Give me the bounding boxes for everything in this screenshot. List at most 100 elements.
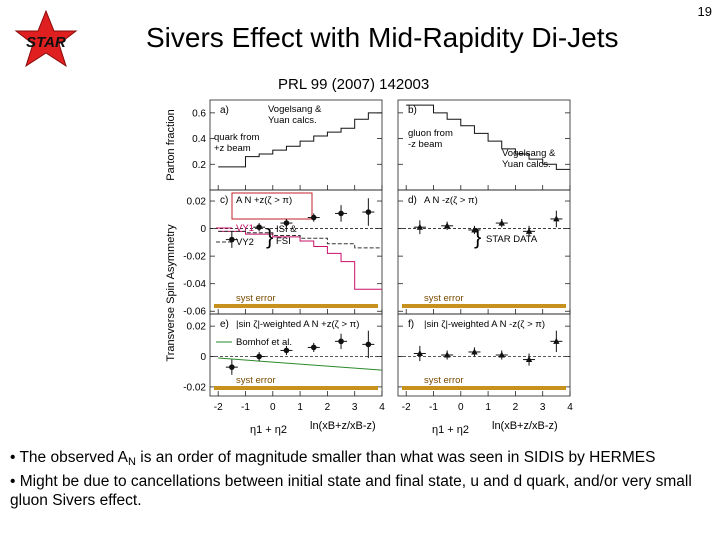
panel-frame-r2p0	[209, 313, 383, 397]
panel-letter-r1p1: d)	[408, 195, 417, 206]
y-tick-label-r2p0-2: -0.02	[183, 382, 206, 393]
star-logo-text: STAR	[26, 34, 66, 51]
y-axis-label-spin-asymmetry: Transverse Spin Asymmetry	[165, 224, 177, 362]
y-tick-label-r1p0-2: -0.02	[183, 252, 206, 263]
data-point-r1p1-1	[443, 222, 451, 229]
x-tick-label-r2p1-1: -1	[429, 402, 438, 413]
beam-note-r0p0-1: +z beam	[214, 143, 251, 154]
vy2-legend-label-r1p0: VY2	[236, 237, 254, 248]
beam-note-r0p1-1: -z beam	[408, 139, 442, 150]
y-tick-label-r2p0-0: 0.02	[187, 322, 207, 333]
y-tick-label-r0p0-0: 0.6	[192, 108, 206, 119]
beam-note-r0p0-0: quark from	[214, 132, 259, 143]
star-logo: STAR	[14, 10, 78, 68]
data-point-r1p0-4	[338, 210, 344, 217]
x-tick-label-r2p0-2: 0	[270, 402, 276, 413]
panel-letter-r0p1: b)	[408, 105, 417, 116]
data-point-r2p0-4	[338, 338, 344, 345]
bomhof-curve-r2p0	[218, 357, 383, 371]
data-point-r2p1-1	[443, 351, 451, 358]
syst-error-label-r2p0: syst error	[236, 375, 276, 386]
syst-error-label-r1p1: syst error	[424, 293, 464, 304]
data-point-r1p0-3	[310, 214, 317, 221]
data-point-r1p1-5	[553, 215, 560, 222]
x-tick-label-r2p0-0: -2	[214, 402, 223, 413]
legend-brace-r1p1: }	[474, 224, 481, 249]
citation: PRL 99 (2007) 142003	[278, 76, 430, 93]
x-tick-label-r2p1-3: 1	[485, 402, 491, 413]
y-tick-label-r2p0-1: 0	[200, 352, 206, 363]
bullet-2: • Might be due to cancellations between …	[10, 473, 692, 509]
x-axis-label-right-panel-ln: ln(xB+z/xB-z)	[492, 420, 558, 432]
asym-label-box-r1p0	[231, 192, 313, 220]
y-tick-label-r0p0-2: 0.2	[192, 160, 206, 171]
data-point-r1p1-4	[525, 227, 533, 234]
y-tick-label-r1p0-3: -0.04	[183, 279, 206, 290]
syst-error-band-r1p0	[214, 304, 378, 308]
asym-label-r1p1: A N -z(ζ > π)	[424, 195, 478, 206]
slide-title: Sivers Effect with Mid-Rapidity Di-Jets	[146, 22, 619, 53]
panel-letter-r2p1: f)	[408, 319, 414, 330]
data-point-r2p1-5	[553, 337, 560, 344]
legend-note-r1p1-0: STAR DATA	[486, 234, 538, 245]
legend-brace-r1p0: }	[266, 224, 273, 249]
data-point-r1p0-2	[283, 220, 290, 226]
y-tick-label-r0p0-1: 0.4	[192, 134, 206, 145]
x-tick-label-r2p1-0: -2	[402, 402, 411, 413]
asym-label-r2p0: |sin ζ|-weighted A N +z(ζ > π)	[236, 319, 359, 330]
syst-error-band-r2p0	[214, 386, 378, 390]
y-tick-label-r1p0-1: 0	[200, 224, 206, 235]
data-point-r2p0-0	[229, 364, 235, 370]
x-tick-label-r2p1-4: 2	[513, 402, 519, 413]
data-point-r1p1-0	[416, 223, 424, 230]
x-tick-label-r2p1-5: 3	[540, 402, 546, 413]
legend-note-r1p0-1: FSI	[276, 236, 291, 247]
panel-frame-r2p1	[397, 313, 571, 397]
syst-error-band-r1p1	[402, 304, 566, 308]
star-logo-shape	[14, 10, 78, 68]
syst-error-label-r1p0: syst error	[236, 293, 276, 304]
data-point-r1p0-5	[365, 209, 372, 215]
data-point-r1p0-0	[229, 236, 235, 243]
legend-note-r1p0-0: ISI &	[276, 224, 297, 235]
vy1-legend-label-r1p0: VY1	[236, 223, 254, 234]
calc-label-r0p1-1: Yuan calcs.	[502, 159, 551, 170]
bomhof-legend-label-r2p0: Bomhof et al.	[236, 337, 292, 348]
fraction-step-curve-r0p0	[218, 112, 382, 168]
x-tick-label-r2p1-6: 4	[567, 402, 573, 413]
asym-label-r1p0: A N +z(ζ > π)	[236, 195, 292, 206]
x-tick-label-r2p1-2: 0	[458, 402, 464, 413]
data-point-r2p1-4	[525, 356, 533, 363]
data-point-r1p0-1	[256, 224, 262, 230]
data-point-r1p1-2	[471, 226, 478, 233]
x-tick-label-r2p0-5: 3	[352, 402, 358, 413]
asym-label-r2p1: |sin ζ|-weighted A N -z(ζ > π)	[424, 319, 545, 330]
panel-letter-r1p0: c)	[220, 195, 228, 206]
x-axis-label-left-panel-eta: η1 + η2	[250, 424, 287, 436]
bullet-list: • The observed AN is an order of magnitu…	[10, 448, 710, 510]
calc-label-r0p0-0: Vogelsang &	[268, 104, 322, 115]
calc-label-r0p0-1: Yuan calcs.	[268, 115, 317, 126]
data-point-r1p1-3	[498, 219, 505, 226]
x-tick-label-r2p0-4: 2	[325, 402, 331, 413]
x-axis-label-right-panel-eta: η1 + η2	[432, 424, 469, 436]
x-axis-label-left-panel-ln: ln(xB+z/xB-z)	[310, 420, 376, 432]
calc-label-r0p1-0: Vogelsang &	[502, 148, 556, 159]
data-point-r2p0-2	[283, 347, 290, 354]
panel-letter-r0p0: a)	[220, 105, 229, 116]
syst-error-label-r2p1: syst error	[424, 375, 464, 386]
data-point-r2p1-3	[498, 351, 505, 358]
y-tick-label-r1p0-4: -0.06	[183, 307, 206, 318]
beam-note-r0p1-0: gluon from	[408, 128, 453, 139]
syst-error-band-r2p1	[402, 386, 566, 390]
bullet-1: • The observed AN is an order of magnitu…	[10, 449, 656, 468]
slide-number: 19	[697, 4, 712, 19]
y-tick-label-r1p0-0: 0.02	[187, 197, 207, 208]
data-point-r2p1-0	[416, 349, 424, 356]
data-point-r2p1-2	[471, 348, 478, 355]
panel-letter-r2p0: e)	[220, 319, 229, 330]
data-point-r2p0-5	[365, 341, 372, 348]
vy2-step-curve-r1p0	[218, 230, 382, 249]
x-tick-label-r2p0-3: 1	[297, 402, 303, 413]
fraction-step-curve-r0p1	[406, 104, 570, 170]
